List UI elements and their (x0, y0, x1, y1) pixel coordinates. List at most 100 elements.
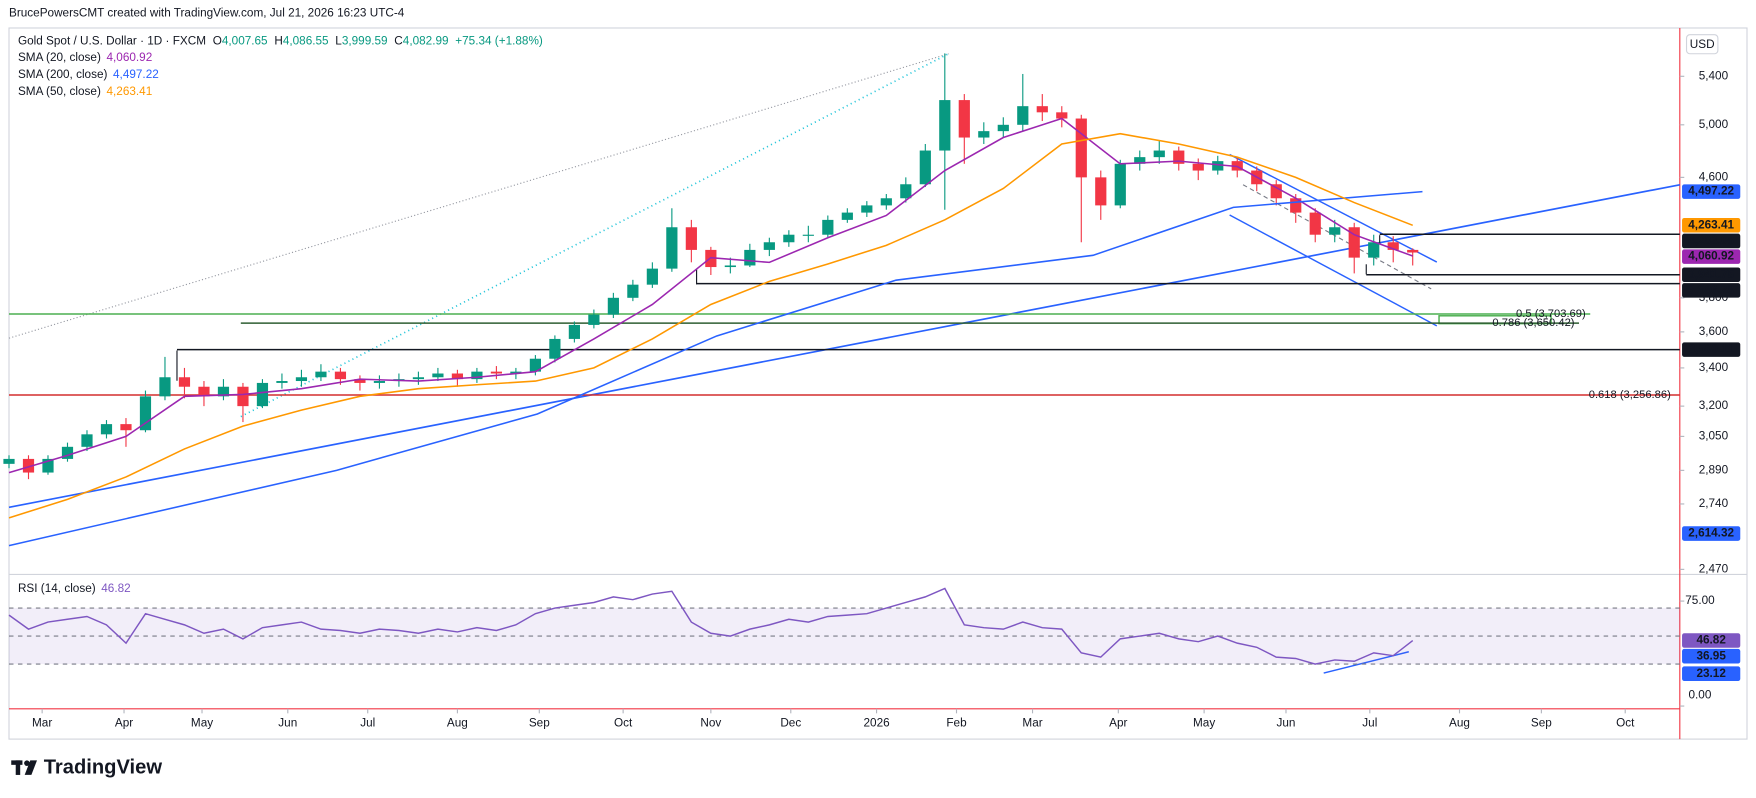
candle-body (1309, 212, 1321, 235)
ohlc-value: 4,082.99 (403, 35, 449, 48)
candle-body (81, 434, 93, 447)
y-tick-label: 0.00 (1689, 689, 1712, 702)
candle-body (198, 386, 210, 397)
candle-body (256, 382, 269, 407)
candle-body (588, 314, 600, 325)
y-tick-label: 3,050 (1699, 430, 1729, 443)
candle-body (783, 234, 795, 243)
candle-body (237, 386, 249, 407)
candle-body (42, 458, 54, 473)
candle-body (958, 100, 970, 138)
legend-row: Gold Spot / U.S. Dollar · 1D · FXCM O4,00… (18, 35, 543, 48)
ohlc-key: O (213, 35, 222, 48)
price-badge-label: 3,941.75 (1688, 268, 1734, 281)
attribution: BrucePowersCMT created with TradingView.… (9, 7, 405, 20)
price-badge (1682, 217, 1741, 233)
candle-body (451, 373, 464, 380)
x-tick-label: Sep (529, 717, 550, 730)
ohlc-key: C (394, 35, 403, 48)
candle-body (1173, 150, 1185, 164)
candle-body (978, 131, 990, 138)
candle-body (139, 396, 152, 431)
candle-body (1114, 163, 1126, 206)
candle-body (919, 150, 931, 185)
candle-body (1017, 106, 1029, 125)
x-tick-label: Oct (1616, 717, 1635, 730)
candle-body (471, 371, 483, 380)
candle-body (900, 184, 912, 199)
y-tick-label: 5,400 (1699, 69, 1729, 82)
x-tick-label: Mar (1022, 717, 1042, 730)
x-tick-label: Jun (1277, 717, 1296, 730)
legend-name: SMA (200, close) (18, 68, 108, 81)
price-badge-label: 4,263.41 (1688, 218, 1734, 231)
ohlc-value: 4,007.65 (222, 35, 268, 48)
legend-row: SMA (50, close) 4,263.41 (18, 85, 152, 98)
price-badge (1682, 633, 1741, 648)
unit-box (1685, 34, 1719, 55)
price-badge (1682, 666, 1741, 681)
legend-value: 4,497.22 (113, 68, 159, 81)
legend-row: SMA (20, close) 4,060.92 (18, 51, 152, 64)
candle-body (432, 373, 444, 378)
candle-body (412, 377, 425, 380)
logo (11, 760, 37, 775)
y-tick-label: 3,400 (1699, 361, 1729, 374)
candle-body (1348, 227, 1360, 258)
y-tick-label: 2,470 (1699, 562, 1729, 575)
y-tick-label: 3,200 (1699, 399, 1729, 412)
x-tick-label: Oct (614, 717, 633, 730)
candle-body (685, 227, 697, 250)
rsi-title: RSI (14, close) (18, 582, 96, 595)
candle-body (1153, 150, 1165, 158)
candle-body (549, 338, 561, 359)
price-badge-label: 46.82 (1696, 634, 1726, 647)
x-tick-label: May (1193, 717, 1215, 730)
price-badge-label: 23.12 (1696, 667, 1726, 680)
level-label: 0.618 (3,256.86) (1589, 389, 1671, 401)
price-badge-label: 2,614.32 (1688, 527, 1734, 540)
ohlc-value: 4,086.55 (283, 35, 329, 48)
x-tick-label: Jul (1362, 717, 1377, 730)
candle-body (3, 458, 15, 464)
candle-body (880, 198, 892, 206)
candle-body (568, 324, 580, 339)
brand: TradingView (44, 757, 163, 779)
candle-body (22, 458, 35, 473)
price-badge (1682, 648, 1741, 664)
price-badge (1682, 267, 1741, 282)
x-tick-label: Jul (360, 717, 375, 730)
logo-mark (15, 760, 21, 775)
candle-body (217, 386, 230, 397)
price-badge (1682, 249, 1741, 264)
frame (8, 27, 1748, 740)
candle-body (841, 212, 853, 220)
x-tick-label: Dec (780, 717, 801, 730)
candle-body (1036, 106, 1048, 113)
x-tick-label: Apr (1109, 717, 1127, 730)
price-badge-label: 3,500.11 (1689, 343, 1735, 356)
legend-value: 4,060.92 (106, 51, 152, 64)
candle-body (178, 377, 191, 387)
legend-row: RSI (14, close) 46.82 (18, 582, 131, 595)
y-tick-label: 2,740 (1699, 497, 1729, 510)
ohlc-value: 3,999.59 (342, 35, 388, 48)
candle-body (315, 371, 327, 378)
channel-line (1229, 214, 1438, 327)
candle-body (607, 297, 619, 315)
candle-body (997, 124, 1009, 132)
x-tick-label: Aug (447, 717, 468, 730)
legend-row: SMA (200, close) 4,497.22 (18, 68, 159, 81)
candle-body (1270, 184, 1282, 199)
candle-body (724, 265, 736, 268)
price-badge (1682, 233, 1741, 249)
price-badge (1682, 283, 1741, 298)
x-tick-label: Feb (946, 717, 967, 730)
candle-body (1212, 161, 1224, 171)
price-badge-label: 4,203.08 (1688, 234, 1734, 247)
ohlc-key: H (274, 35, 283, 48)
candle-body (939, 100, 951, 151)
candle-body (1368, 242, 1380, 258)
candle-body (627, 284, 639, 298)
